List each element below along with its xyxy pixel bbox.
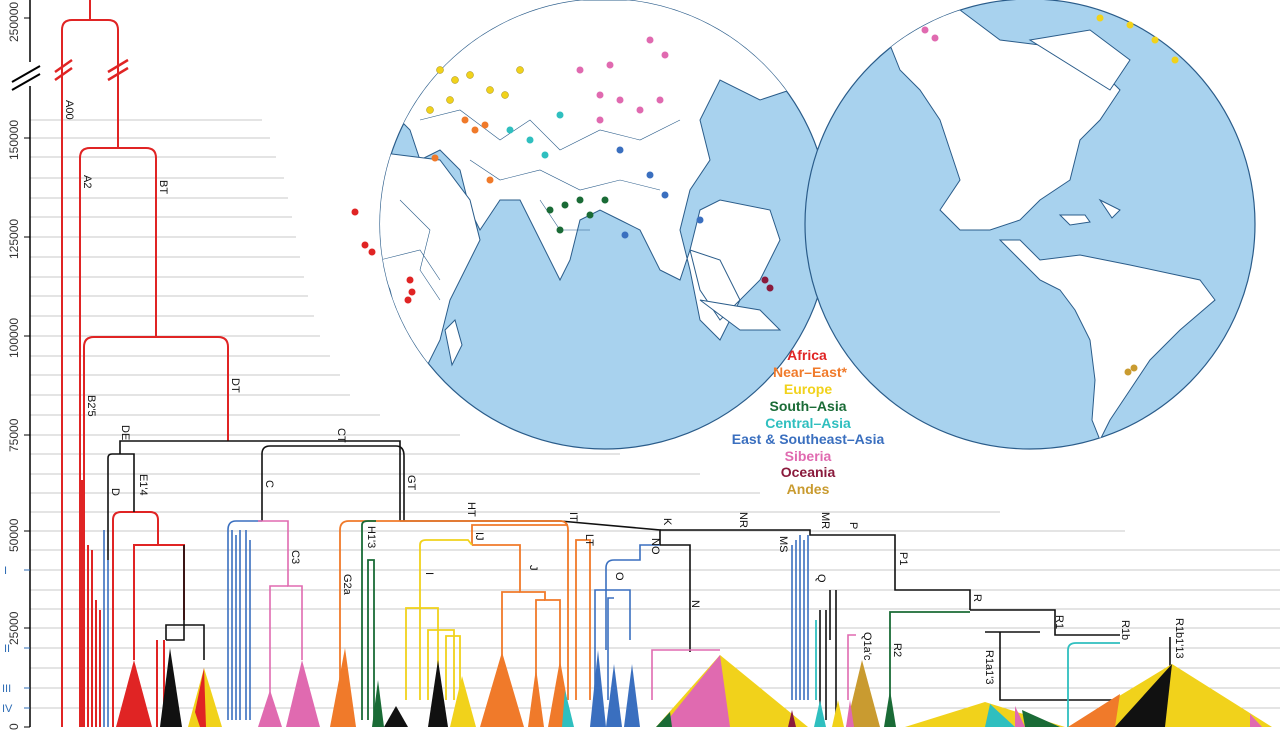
node-label-r: R xyxy=(971,594,983,602)
legend-item-europe: Europe xyxy=(784,381,832,397)
node-label-r1b1-13: R1b1'13 xyxy=(1173,618,1185,659)
legend-item-oceania: Oceania xyxy=(781,464,836,480)
clade-triangle-black-1 xyxy=(160,648,182,727)
clade-triangle-blue-2 xyxy=(606,664,622,727)
node-label-r1a1-3: R1a1'3 xyxy=(983,650,995,685)
node-label-r1: R1 xyxy=(1053,615,1065,629)
node-label-a2: A2 xyxy=(81,175,93,188)
node-label-p1: P1 xyxy=(897,552,909,565)
clade-triangle-black-2 xyxy=(384,706,408,727)
node-label-q1a-c: Q1a'c xyxy=(861,632,873,661)
tick-label-150000: 150000 xyxy=(7,120,21,160)
legend-item-east-southeast-asia: East & Southeast–Asia xyxy=(732,431,885,447)
node-label-mr: MR xyxy=(819,512,831,529)
y-axis-tick-labels: 250000 150000 125000 100000 75000 50000 … xyxy=(7,2,21,730)
tick-label-0: 0 xyxy=(7,723,21,730)
node-label-ij: IJ xyxy=(473,532,485,541)
node-label-b2-5: B2'5 xyxy=(85,395,97,417)
node-label-gt: GT xyxy=(405,475,417,491)
node-label-c3: C3 xyxy=(289,550,301,564)
era-label-1: I xyxy=(4,565,7,577)
legend-item-near-east: Near–East* xyxy=(773,364,847,380)
clade-triangle-q xyxy=(846,660,880,727)
globe-eurasia-sample-dots xyxy=(351,36,774,304)
node-label-dt: DT xyxy=(229,378,241,393)
tick-label-25000: 25000 xyxy=(7,611,21,645)
legend-item-central-asia: Central–Asia xyxy=(765,415,851,431)
node-label-n: N xyxy=(689,600,701,608)
node-label-o: O xyxy=(613,572,625,581)
legend-item-siberia: Siberia xyxy=(785,448,832,464)
node-label-q: Q xyxy=(815,574,827,583)
node-label-it: IT xyxy=(567,512,579,522)
globe-americas xyxy=(804,0,1256,450)
tree-green-branches xyxy=(361,520,970,720)
tree-cyan-branches xyxy=(815,620,1120,727)
node-label-lt: LT xyxy=(583,534,595,546)
node-label-j: J xyxy=(527,565,539,571)
node-label-p: P xyxy=(847,522,859,529)
tree-yellow-branches xyxy=(405,539,473,700)
tick-label-50000: 50000 xyxy=(7,518,21,552)
node-label-de: DE xyxy=(119,425,131,440)
node-label-g2a: G2a xyxy=(341,574,353,596)
node-label-r1b: R1b xyxy=(1119,620,1131,640)
era-label-2: II xyxy=(4,643,10,655)
era-markers: I II III IV xyxy=(2,565,30,715)
node-label-ct: CT xyxy=(335,428,347,443)
node-label-nr: NR xyxy=(737,512,749,528)
legend-item-africa: Africa xyxy=(787,347,827,363)
clade-triangle-africa-1 xyxy=(116,660,152,727)
clade-triangle-orange-3 xyxy=(528,668,544,727)
era-label-4: IV xyxy=(2,703,13,715)
tree-orange-branches xyxy=(339,520,591,700)
legend-item-south-asia: South–Asia xyxy=(769,398,846,414)
grid-lines xyxy=(30,119,1280,709)
globe-eurasia xyxy=(351,0,831,450)
node-label-e1-4: E1'4 xyxy=(137,474,149,496)
clade-triangle-yellow-1 xyxy=(450,676,476,727)
clade-triangle-pink-1 xyxy=(258,690,282,727)
tick-label-75000: 75000 xyxy=(7,418,21,452)
clade-triangle-green-1 xyxy=(372,680,384,727)
node-labels: A00 A2 BT B2'5 DT DE D E1'4 CT C C3 GT G… xyxy=(63,100,1185,685)
tick-label-125000: 125000 xyxy=(7,219,21,259)
node-label-h1-3: H1'3 xyxy=(365,526,377,548)
node-label-r2: R2 xyxy=(891,643,903,657)
node-label-i: I xyxy=(423,572,435,575)
tree-blue-early xyxy=(103,530,109,727)
clade-triangle-orange-1 xyxy=(330,648,356,727)
clade-triangle-cyan xyxy=(814,700,826,727)
clade-triangle-red-o xyxy=(788,710,796,727)
node-label-c: C xyxy=(263,480,275,488)
node-label-no: NO xyxy=(649,538,661,555)
clade-triangles xyxy=(116,648,1272,727)
tree-blue-branches xyxy=(227,520,809,720)
tick-label-100000: 100000 xyxy=(7,318,21,358)
y-axis xyxy=(11,0,41,728)
tree-root-branches xyxy=(54,0,229,727)
tree-pink-branches xyxy=(258,520,856,700)
node-label-ms: MS xyxy=(777,536,789,553)
node-label-k: K xyxy=(661,518,673,526)
clade-triangle-green-2 xyxy=(884,690,896,727)
node-label-ht: HT xyxy=(465,502,477,517)
era-label-3: III xyxy=(2,683,11,695)
clade-triangle-pink-2 xyxy=(286,660,320,727)
clade-triangle-black-3 xyxy=(428,660,448,727)
legend: Africa Near–East* Europe South–Asia Cent… xyxy=(732,347,885,497)
clade-triangle-orange-2 xyxy=(480,652,524,727)
legend-item-andes: Andes xyxy=(787,481,830,497)
clade-triangle-r1b xyxy=(1068,664,1272,727)
globe-americas-sample-dots xyxy=(921,14,1179,376)
clade-triangle-yellow-2 xyxy=(832,700,844,727)
tick-label-250000: 250000 xyxy=(7,2,21,42)
node-label-bt: BT xyxy=(157,180,169,194)
clade-triangle-blue-1 xyxy=(590,650,606,727)
clade-triangle-blue-3 xyxy=(624,664,640,727)
node-label-d: D xyxy=(109,488,121,496)
node-label-a00: A00 xyxy=(63,100,75,120)
